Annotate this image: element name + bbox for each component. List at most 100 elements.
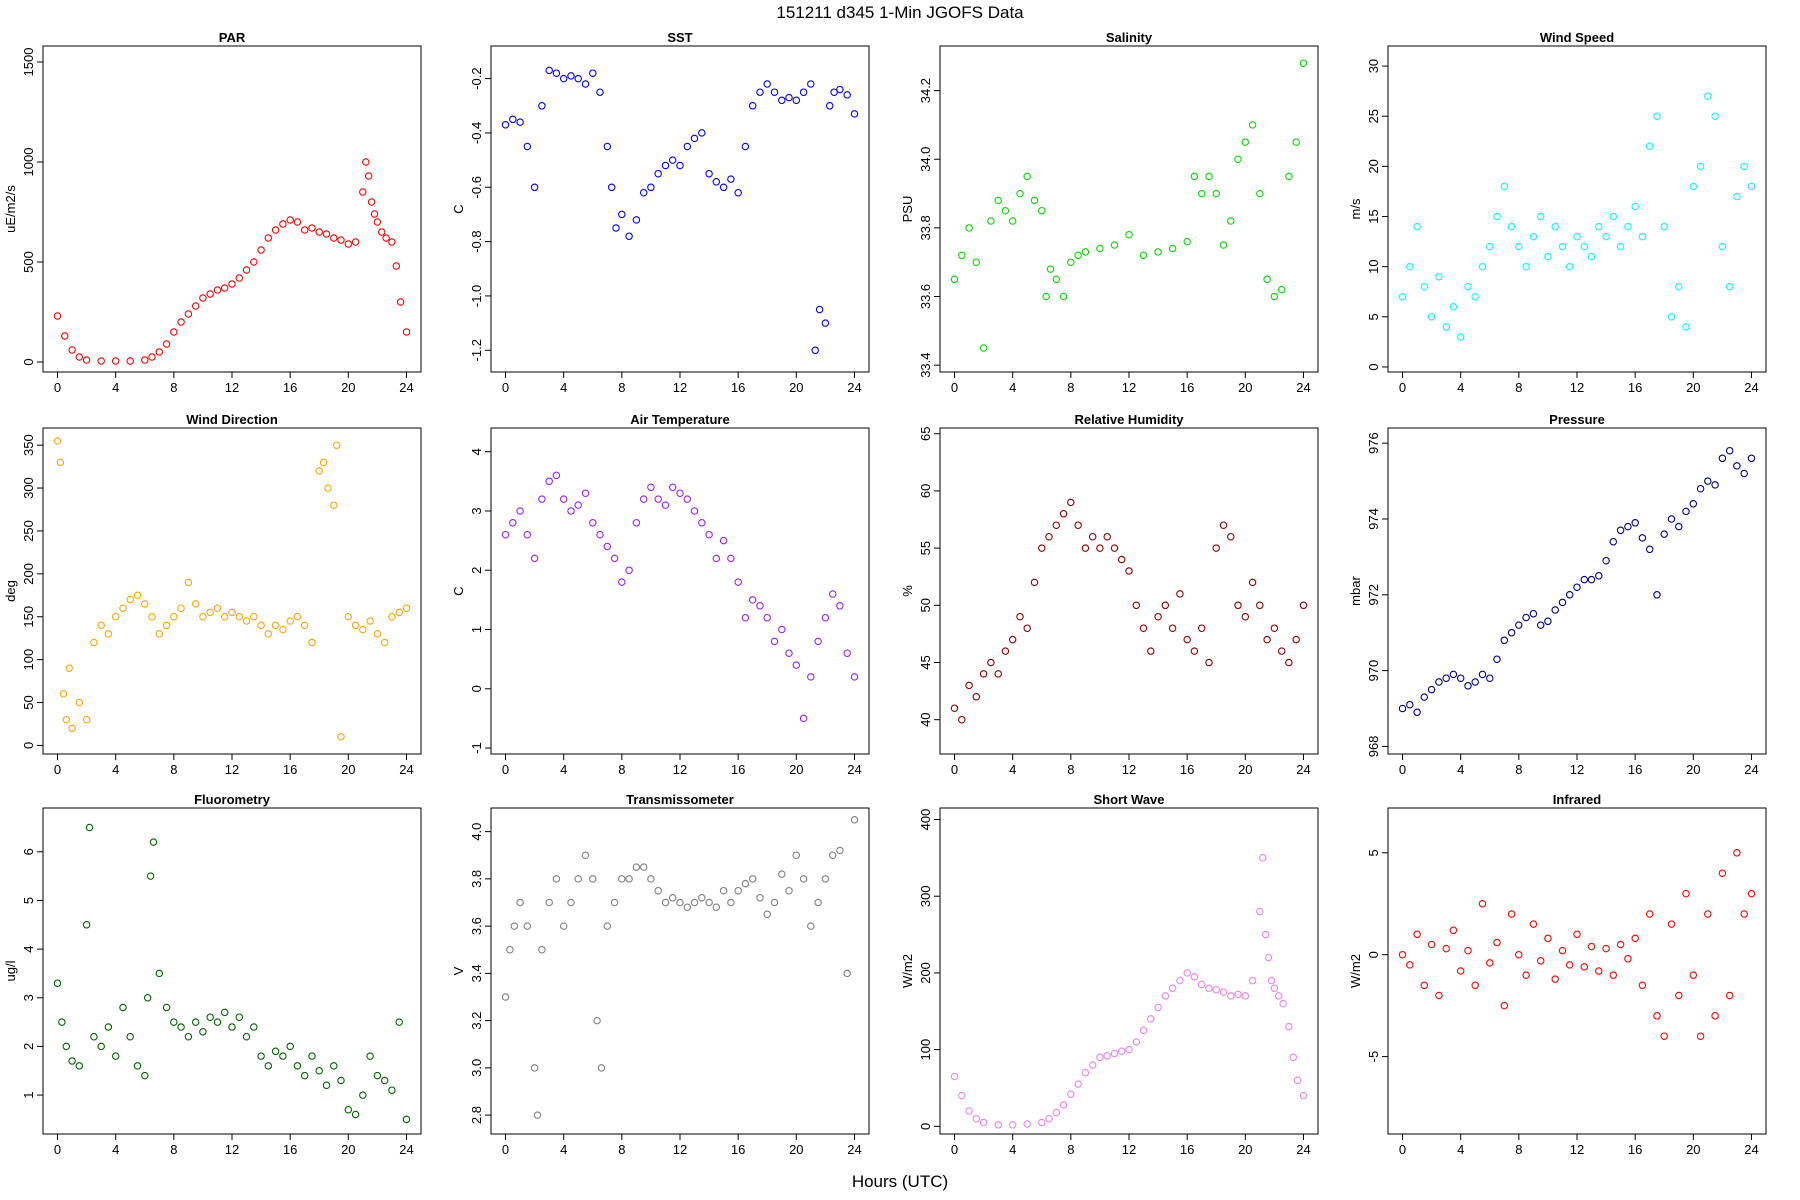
x-tick-label: 16 — [1628, 1142, 1642, 1157]
data-point — [1587, 252, 1596, 261]
data-point — [647, 875, 655, 883]
x-tick-label: 20 — [1686, 762, 1700, 777]
data-point — [1529, 609, 1538, 618]
data-point — [1616, 940, 1625, 949]
data-point — [388, 612, 396, 621]
y-tick-label: 55 — [918, 541, 933, 555]
data-point — [1704, 477, 1712, 485]
data-point — [1183, 635, 1191, 644]
data-point — [1544, 252, 1552, 261]
x-tick-label: 8 — [170, 762, 177, 777]
data-point — [1270, 624, 1279, 632]
plot-frame — [42, 807, 422, 1135]
plot-frame — [1387, 427, 1767, 755]
data-point — [1227, 992, 1235, 1000]
data-point — [82, 356, 91, 364]
data-point — [1478, 670, 1487, 679]
data-point — [1398, 704, 1407, 713]
data-point — [1125, 567, 1133, 575]
data-point — [843, 91, 851, 99]
x-tick-label: 0 — [951, 762, 958, 777]
data-point — [1602, 944, 1610, 953]
x-tick-label: 8 — [618, 1142, 625, 1157]
data-point — [559, 74, 568, 83]
x-tick-label: 16 — [1180, 1142, 1194, 1157]
data-point — [850, 110, 859, 118]
data-point — [1299, 1091, 1308, 1100]
x-tick-label: 20 — [341, 762, 355, 777]
data-point — [62, 715, 71, 724]
y-tick-label: 5 — [21, 897, 36, 904]
data-point — [1139, 1026, 1148, 1035]
data-point — [1653, 112, 1661, 120]
y-tick-label: 970 — [1366, 660, 1381, 682]
data-point — [778, 870, 786, 878]
x-tick-label: 8 — [1515, 1142, 1522, 1157]
data-point — [286, 1042, 294, 1051]
y-tick-label: 34.0 — [918, 147, 933, 172]
data-point — [53, 437, 62, 445]
x-tick-label: 0 — [502, 380, 509, 395]
data-point — [362, 158, 370, 166]
data-point — [836, 85, 844, 94]
data-point — [1212, 986, 1220, 994]
panel-title: Salinity — [1106, 30, 1153, 45]
data-point — [1558, 242, 1567, 251]
y-tick-label: 300 — [918, 885, 933, 907]
data-point — [242, 266, 251, 274]
data-point — [545, 898, 553, 907]
data-point — [1682, 507, 1690, 516]
data-point — [836, 846, 844, 855]
series-points — [1398, 92, 1756, 341]
data-point — [778, 625, 786, 634]
x-tick-label: 12 — [225, 762, 239, 777]
y-tick-label: 976 — [1366, 432, 1381, 454]
y-axis-label: m/s — [1348, 198, 1363, 219]
y-tick-label: 20 — [1366, 159, 1381, 173]
data-point — [1096, 244, 1104, 253]
data-point — [727, 175, 735, 183]
data-point — [828, 590, 837, 598]
y-tick-label: -1.0 — [469, 285, 484, 307]
data-point — [1059, 1101, 1068, 1109]
panel-title: Wind Speed — [1540, 30, 1614, 45]
data-point — [748, 102, 757, 110]
y-axis-label: W/m2 — [900, 954, 915, 988]
data-point — [65, 664, 73, 672]
data-point — [1464, 282, 1472, 291]
data-point — [552, 471, 561, 480]
data-point — [530, 554, 539, 563]
data-point — [559, 495, 568, 503]
data-point — [300, 226, 309, 234]
x-tick-label: 20 — [789, 762, 803, 777]
data-point — [213, 1018, 222, 1026]
data-point — [603, 922, 612, 930]
panel-wind-direction: Wind Direction 0 4 8 12 16 20 24 0 50 100 150 200 250… — [3, 412, 422, 777]
data-point — [149, 838, 158, 846]
data-point — [741, 879, 750, 888]
data-point — [82, 921, 91, 929]
data-point — [1565, 262, 1574, 271]
y-tick-label: 65 — [918, 426, 933, 440]
data-point — [402, 328, 411, 336]
y-tick-label: -1 — [469, 742, 484, 754]
x-tick-label: 0 — [54, 380, 61, 395]
data-point — [811, 346, 819, 355]
data-point — [654, 886, 662, 895]
data-point — [271, 226, 280, 234]
data-point — [199, 612, 207, 621]
data-point — [559, 922, 568, 930]
data-point — [1176, 590, 1184, 598]
data-point — [141, 356, 149, 364]
data-point — [1398, 950, 1407, 959]
data-point — [1270, 292, 1279, 301]
data-point — [727, 898, 735, 907]
data-point — [228, 1023, 236, 1031]
x-tick-label: 4 — [1009, 380, 1016, 395]
x-tick-label: 16 — [1180, 762, 1194, 777]
data-point — [388, 238, 396, 246]
data-point — [1493, 655, 1501, 663]
data-point — [1292, 138, 1300, 146]
data-point — [1190, 647, 1199, 655]
